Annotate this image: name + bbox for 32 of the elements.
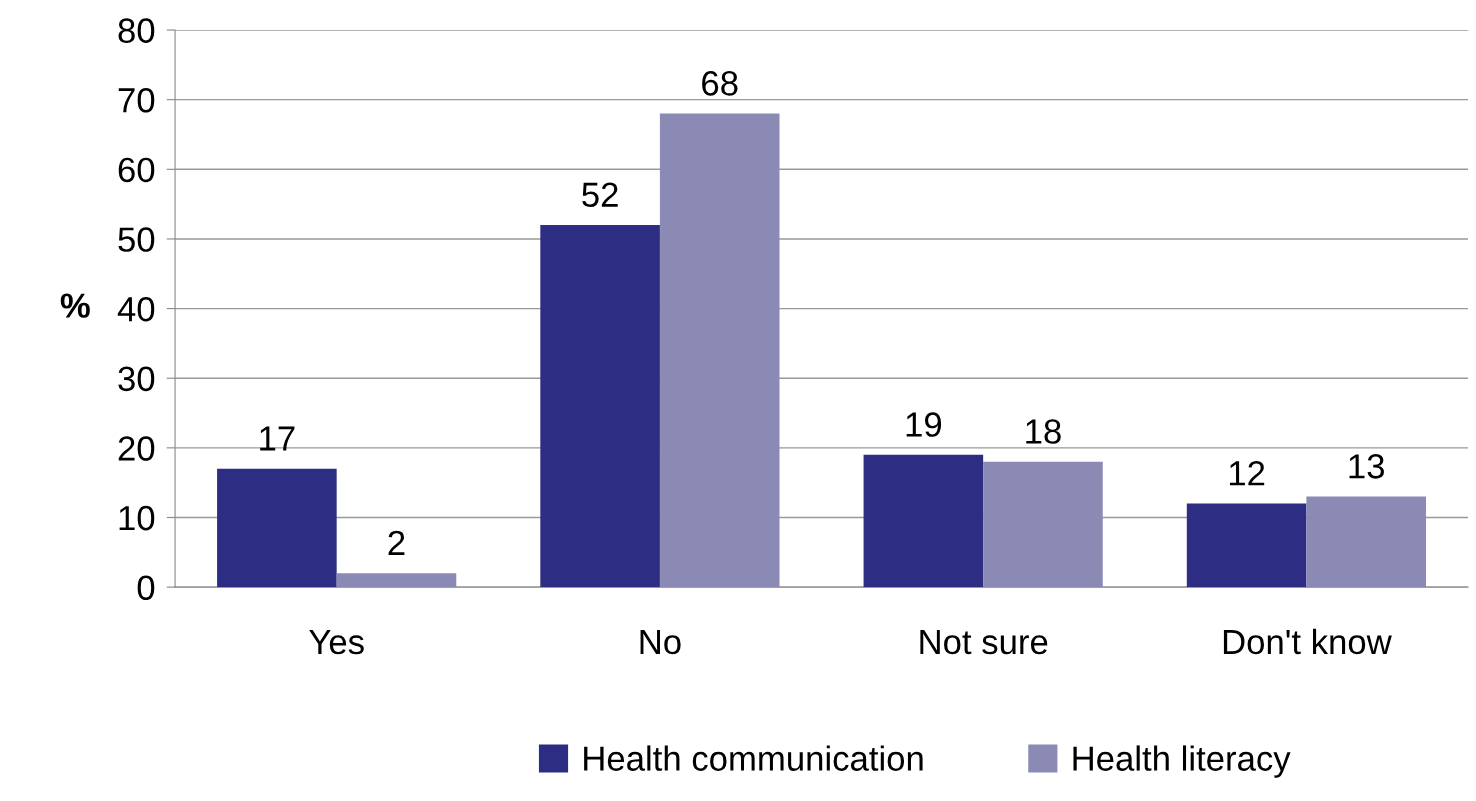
data-label: 68	[702, 71, 738, 96]
y-tick-label: 40	[117, 296, 155, 322]
data-label: 17	[260, 426, 295, 451]
bar	[540, 225, 660, 588]
bar	[336, 573, 457, 588]
bar	[217, 468, 337, 588]
bar	[1186, 503, 1307, 588]
x-tick-label: Not sure	[920, 630, 1048, 655]
y-tick-label: 50	[118, 227, 155, 252]
y-tick-label: 70	[118, 88, 155, 113]
legend-label: Health communication	[584, 745, 923, 771]
data-label: 2	[388, 530, 405, 555]
x-tick-label: Yes	[309, 630, 364, 655]
y-tick-label: 20	[118, 436, 155, 461]
data-label: 13	[1349, 454, 1384, 479]
bar	[863, 454, 984, 588]
bar	[983, 461, 1103, 588]
y-tick-label: 60	[118, 157, 155, 183]
legend-label: Health literacy	[1073, 745, 1291, 778]
data-label: 52	[582, 182, 618, 208]
y-tick-label: 10	[119, 505, 155, 531]
y-tick-label: 80	[118, 18, 155, 43]
x-tick-label: Don't know	[1223, 628, 1392, 655]
data-label: 19	[906, 412, 942, 437]
bar	[659, 113, 780, 588]
data-label: 18	[1026, 419, 1061, 444]
data-label: 12	[1229, 461, 1265, 486]
y-axis-title: %	[60, 293, 90, 318]
y-tick-label: 30	[118, 366, 155, 392]
y-tick-label: 0	[137, 575, 155, 601]
bar	[1306, 496, 1427, 588]
x-tick-label: No	[640, 630, 681, 655]
